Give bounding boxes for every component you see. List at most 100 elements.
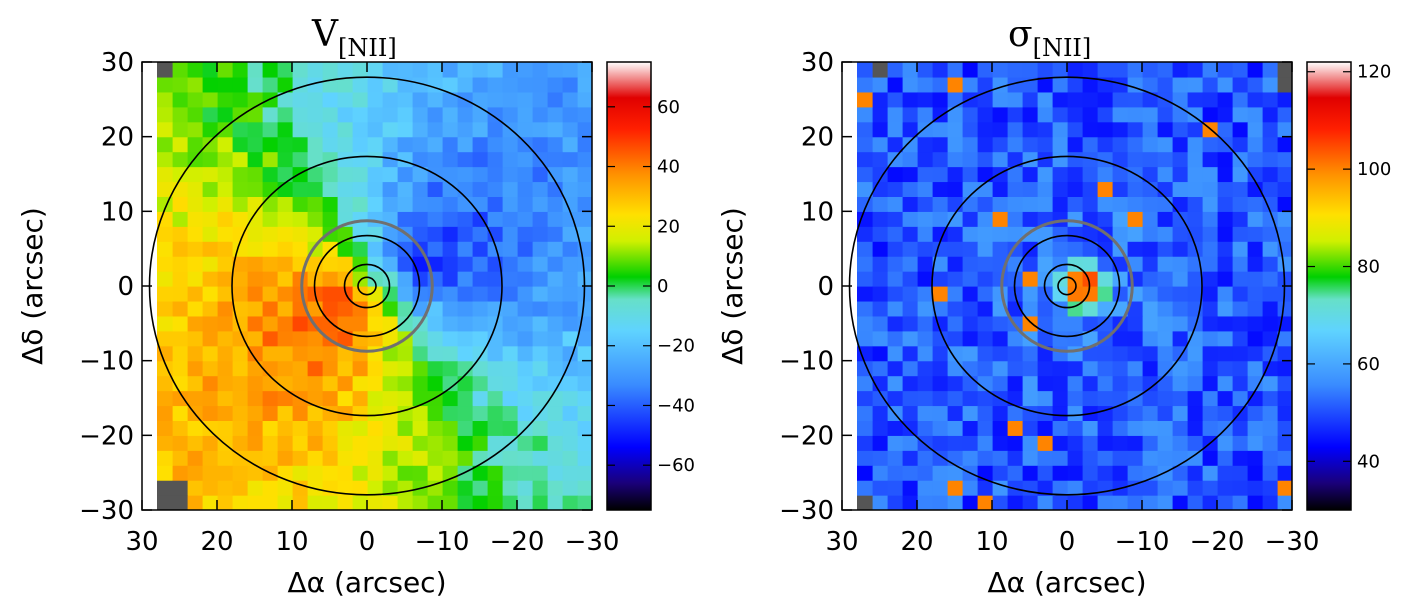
x-tick-label: 0	[359, 527, 376, 557]
map-cell	[1232, 136, 1248, 153]
map-cell	[992, 121, 1008, 138]
map-cell	[307, 91, 323, 108]
map-cell	[292, 121, 308, 138]
map-cell	[1022, 271, 1038, 287]
map-cell	[977, 241, 993, 257]
map-cell	[1112, 405, 1128, 421]
map-cell	[1052, 151, 1068, 168]
map-cell	[367, 121, 383, 138]
map-cell	[962, 286, 978, 302]
map-cell	[187, 241, 203, 257]
map-cell	[872, 480, 888, 496]
map-cell	[1142, 375, 1158, 392]
map-cell	[872, 226, 888, 242]
map-cell	[442, 196, 458, 212]
map-cell	[157, 405, 173, 421]
map-cell	[367, 330, 383, 347]
map-cell	[1052, 76, 1068, 93]
map-cell	[157, 420, 173, 436]
map-cell	[172, 300, 188, 317]
map-cell	[487, 390, 503, 407]
map-cell	[1142, 76, 1158, 93]
map-cell	[202, 495, 218, 510]
map-cell	[442, 286, 458, 302]
map-cell	[917, 375, 933, 392]
map-cell	[1142, 166, 1158, 183]
map-cell	[947, 226, 963, 242]
map-cell	[592, 346, 608, 362]
map-cell	[872, 211, 888, 227]
map-cell	[442, 315, 458, 332]
map-cell	[1112, 76, 1128, 93]
map-cell	[1157, 211, 1173, 227]
map-cell	[397, 196, 413, 212]
map-cell	[887, 136, 903, 153]
map-cell	[1202, 495, 1218, 510]
map-cell	[1052, 136, 1068, 153]
map-cell	[337, 435, 353, 451]
map-cell	[917, 256, 933, 272]
map-cell	[1082, 166, 1098, 183]
map-cell	[1277, 390, 1292, 407]
map-cell	[1172, 106, 1188, 123]
map-cell	[592, 167, 608, 183]
map-cell	[487, 106, 503, 123]
map-cell	[1292, 181, 1308, 197]
map-cell	[592, 256, 608, 272]
map-cell	[962, 420, 978, 436]
map-cell	[1112, 91, 1128, 108]
x-tick-label: −30	[1265, 527, 1320, 557]
map-cell	[1082, 375, 1098, 392]
colorbar-tick-label: 120	[1357, 62, 1391, 83]
map-cell	[917, 450, 933, 466]
map-cell	[562, 181, 578, 197]
map-cell	[487, 480, 503, 496]
map-cell	[217, 91, 233, 108]
map-cell	[262, 345, 278, 362]
map-cell	[932, 211, 948, 227]
map-cell	[187, 450, 203, 466]
map-cell	[472, 450, 488, 466]
map-cell	[367, 420, 383, 436]
x-tick-label: 30	[125, 527, 158, 557]
map-cell	[917, 91, 933, 108]
map-cell	[1217, 286, 1233, 302]
map-cell	[1022, 196, 1038, 212]
map-cell	[367, 345, 383, 362]
map-cell	[977, 315, 993, 332]
map-cell	[917, 360, 933, 377]
map-cell	[1082, 136, 1098, 153]
map-cell	[322, 62, 338, 78]
map-cell	[872, 121, 888, 138]
map-cell	[322, 271, 338, 287]
map-cell	[1277, 495, 1292, 510]
map-cell	[1007, 62, 1023, 78]
map-cell	[1247, 375, 1263, 392]
map-cell	[1247, 286, 1263, 302]
map-cell	[487, 196, 503, 212]
map-cell	[472, 151, 488, 168]
map-cell	[487, 91, 503, 108]
map-cell	[322, 256, 338, 272]
map-cell	[412, 465, 428, 481]
map-cell	[932, 345, 948, 362]
map-cell	[547, 181, 563, 197]
map-cell	[1127, 226, 1143, 242]
map-cell	[397, 106, 413, 123]
map-cell	[532, 300, 548, 317]
map-cell	[1097, 196, 1113, 212]
map-cell	[1157, 241, 1173, 257]
map-cell	[1007, 465, 1023, 481]
map-cell	[1127, 136, 1143, 153]
map-cell	[367, 465, 383, 481]
map-cell	[562, 495, 578, 510]
x-tick-label: 30	[825, 527, 858, 557]
map-cell	[917, 390, 933, 407]
map-cell	[472, 286, 488, 302]
map-cell	[1277, 211, 1292, 227]
map-cell	[887, 315, 903, 332]
map-cell	[202, 330, 218, 347]
map-cell	[292, 286, 308, 302]
map-cell	[412, 375, 428, 392]
